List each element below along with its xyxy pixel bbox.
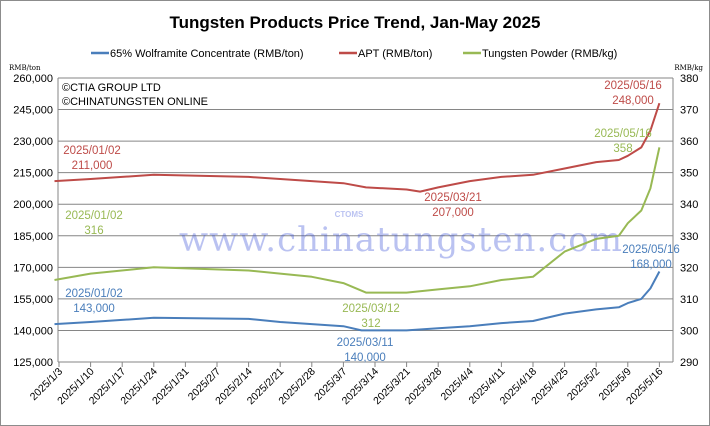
annotation-date: 2025/03/21 (424, 192, 482, 204)
copyright-line: ©CTIA GROUP LTD (62, 82, 161, 94)
left-tick-label: 260,000 (13, 73, 53, 85)
left-tick-label: 245,000 (13, 105, 53, 117)
annotation-value: 207,000 (432, 207, 474, 219)
annotation-date: 2025/03/12 (342, 303, 400, 315)
series-line-0 (54, 271, 661, 332)
watermark: www.chinatungsten.com (179, 220, 623, 260)
right-tick-label: 360 (680, 136, 698, 148)
right-tick-label: 320 (680, 262, 698, 274)
left-tick-label: 230,000 (13, 136, 53, 148)
left-tick-label: 185,000 (13, 231, 53, 243)
right-tick-label: 350 (680, 168, 698, 180)
right-tick-label: 300 (680, 325, 698, 337)
left-tick-label: 140,000 (13, 325, 53, 337)
annotation-date: 2025/05/16 (622, 244, 680, 256)
right-tick-label: 370 (680, 105, 698, 117)
legend-label: 65% Wolframite Concentrate (RMB/ton) (110, 48, 304, 60)
right-tick-label: 380 (680, 73, 698, 85)
right-tick-label: 310 (680, 294, 698, 306)
annotation-value: 316 (84, 225, 103, 237)
annotation-date: 2025/05/16 (604, 80, 662, 92)
left-tick-label: 155,000 (13, 294, 53, 306)
left-tick-label: 215,000 (13, 168, 53, 180)
chart-title: Tungsten Products Price Trend, Jan-May 2… (170, 13, 541, 32)
annotation-value: 143,000 (73, 303, 115, 315)
left-tick-label: 170,000 (13, 262, 53, 274)
annotation-date: 2025/05/16 (594, 128, 652, 140)
right-tick-label: 340 (680, 199, 698, 211)
annotation-value: 248,000 (612, 95, 654, 107)
annotation-date: 2025/01/02 (63, 145, 121, 157)
annotation-value: 140,000 (344, 352, 386, 364)
annotation-value: 312 (361, 318, 380, 330)
annotation-value: 168,000 (630, 259, 672, 271)
copyright-line: ©CHINATUNGSTEN ONLINE (62, 96, 208, 108)
annotation-date: 2025/03/11 (337, 337, 394, 349)
legend-label: APT (RMB/ton) (358, 48, 432, 60)
left-tick-label: 125,000 (13, 357, 53, 369)
watermark-logo-text: CTOMS (335, 210, 364, 219)
annotation-value: 358 (613, 143, 632, 155)
series-line-2 (54, 147, 661, 294)
left-axis-unit: RMB/ton (9, 64, 41, 72)
x-tick-label: 2025/5/2 (565, 366, 602, 403)
annotation-date: 2025/01/02 (65, 210, 123, 222)
right-tick-label: 330 (680, 231, 698, 243)
left-tick-label: 200,000 (13, 199, 53, 211)
right-tick-label: 290 (680, 357, 698, 369)
right-axis-unit: RMB/kg (674, 64, 703, 72)
series-line-1 (54, 102, 661, 193)
annotation-date: 2025/01/02 (65, 288, 123, 300)
annotation-value: 211,000 (72, 160, 113, 172)
legend-label: Tungsten Powder (RMB/kg) (482, 48, 617, 60)
